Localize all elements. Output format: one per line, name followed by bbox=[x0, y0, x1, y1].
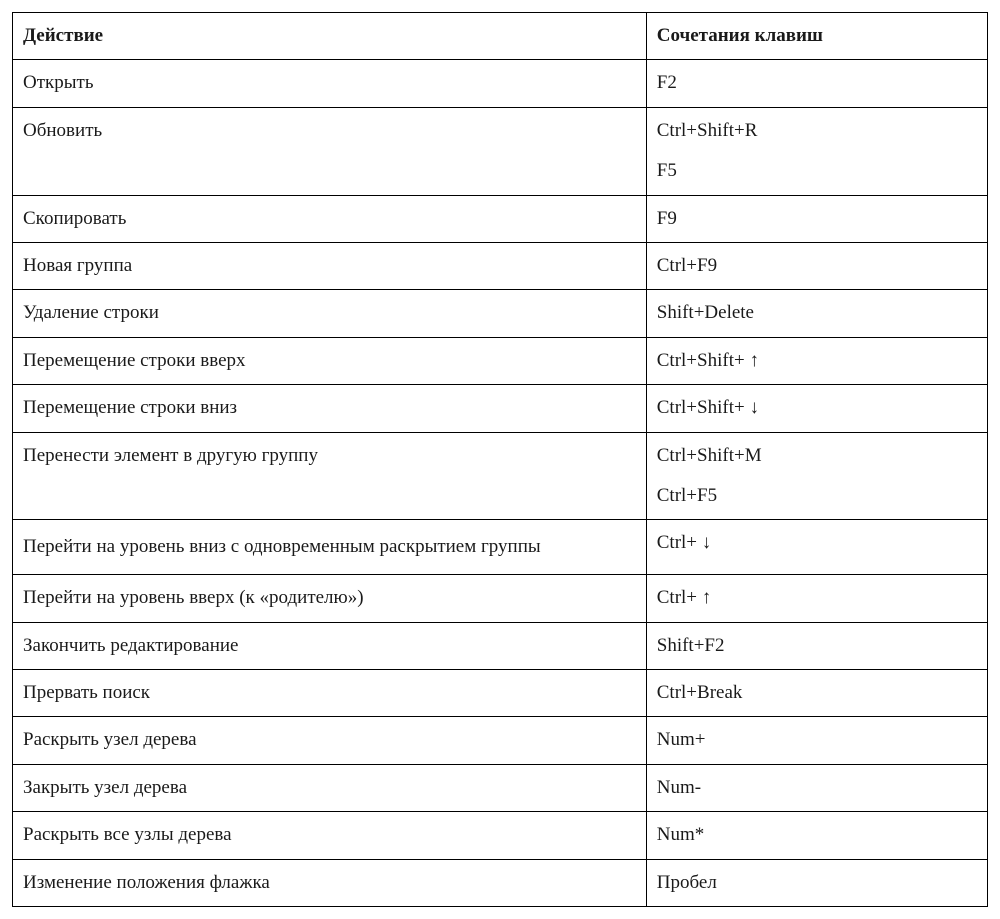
table-row: Раскрыть узел дерева Num+ bbox=[13, 717, 988, 764]
action-cell: Раскрыть все узлы дерева bbox=[13, 812, 647, 859]
shortcut-cell: Ctrl+F9 bbox=[646, 242, 987, 289]
shortcut-value: Ctrl+Shift+ ↓ bbox=[657, 393, 977, 423]
table-row: Изменение положения флажка Пробел bbox=[13, 859, 988, 906]
table-row: Перемещение строки вверх Ctrl+Shift+ ↑ bbox=[13, 337, 988, 384]
shortcut-cell: Пробел bbox=[646, 859, 987, 906]
action-cell: Скопировать bbox=[13, 195, 647, 242]
shortcut-value: Ctrl+Shift+ ↑ bbox=[657, 346, 977, 376]
table-row: Раскрыть все узлы дерева Num* bbox=[13, 812, 988, 859]
shortcut-value: F9 bbox=[657, 204, 977, 234]
table-row: Закончить редактирование Shift+F2 bbox=[13, 622, 988, 669]
column-header-shortcut: Сочетания клавиш bbox=[646, 13, 987, 60]
table-row: Скопировать F9 bbox=[13, 195, 988, 242]
table-row: Перейти на уровень вверх (к «родителю») C… bbox=[13, 575, 988, 622]
action-cell: Перемещение строки вверх bbox=[13, 337, 647, 384]
shortcut-value: Num* bbox=[657, 820, 977, 850]
shortcut-value: Shift+Delete bbox=[657, 298, 977, 328]
shortcut-value: Ctrl+Shift+M bbox=[657, 441, 977, 471]
shortcut-cell: Num- bbox=[646, 764, 987, 811]
table-row: Закрыть узел дерева Num- bbox=[13, 764, 988, 811]
shortcut-value: Shift+F2 bbox=[657, 631, 977, 661]
table-row: Новая группа Ctrl+F9 bbox=[13, 242, 988, 289]
action-cell: Раскрыть узел дерева bbox=[13, 717, 647, 764]
column-header-action: Действие bbox=[13, 13, 647, 60]
shortcut-cell: Shift+Delete bbox=[646, 290, 987, 337]
shortcut-cell: Ctrl+ ↑ bbox=[646, 575, 987, 622]
shortcut-cell: Ctrl+Shift+R F5 bbox=[646, 107, 987, 195]
shortcut-value: Ctrl+ ↓ bbox=[657, 528, 977, 558]
action-cell: Перенести элемент в другую группу bbox=[13, 432, 647, 520]
table-row: Удаление строки Shift+Delete bbox=[13, 290, 988, 337]
shortcut-cell: F2 bbox=[646, 60, 987, 107]
shortcut-cell: Num+ bbox=[646, 717, 987, 764]
table-header-row: Действие Сочетания клавиш bbox=[13, 13, 988, 60]
table-row: Открыть F2 bbox=[13, 60, 988, 107]
action-cell: Закончить редактирование bbox=[13, 622, 647, 669]
shortcut-value: Ctrl+F5 bbox=[657, 481, 977, 511]
table-row: Перемещение строки вниз Ctrl+Shift+ ↓ bbox=[13, 385, 988, 432]
shortcut-cell: Ctrl+Shift+M Ctrl+F5 bbox=[646, 432, 987, 520]
shortcut-value: Ctrl+Shift+R bbox=[657, 116, 977, 146]
shortcut-value: Ctrl+Break bbox=[657, 678, 977, 708]
shortcut-cell: F9 bbox=[646, 195, 987, 242]
shortcut-cell: Ctrl+Shift+ ↑ bbox=[646, 337, 987, 384]
table-row: Перенести элемент в другую группуCtrl+Sh… bbox=[13, 432, 988, 520]
shortcut-cell: Shift+F2 bbox=[646, 622, 987, 669]
shortcut-value: F5 bbox=[657, 156, 977, 186]
action-cell: Закрыть узел дерева bbox=[13, 764, 647, 811]
action-cell: Прервать поиск bbox=[13, 670, 647, 717]
action-cell: Перемещение строки вниз bbox=[13, 385, 647, 432]
shortcut-value: Ctrl+F9 bbox=[657, 251, 977, 281]
action-cell: Удаление строки bbox=[13, 290, 647, 337]
shortcut-value: Num- bbox=[657, 773, 977, 803]
action-cell: Перейти на уровень вниз с одновременным … bbox=[13, 520, 647, 575]
shortcut-cell: Ctrl+Break bbox=[646, 670, 987, 717]
shortcut-value: Num+ bbox=[657, 725, 977, 755]
table-row: Прервать поиск Ctrl+Break bbox=[13, 670, 988, 717]
action-cell: Обновить bbox=[13, 107, 647, 195]
shortcut-value: Ctrl+ ↑ bbox=[657, 583, 977, 613]
table-body: Открыть F2 Обновить Ctrl+Shift+R F5 Скопирова… bbox=[13, 60, 988, 907]
shortcuts-table: Действие Сочетания клавиш Открыть F2 Обнов… bbox=[12, 12, 988, 907]
shortcut-value: F2 bbox=[657, 68, 977, 98]
table-row: Обновить Ctrl+Shift+R F5 bbox=[13, 107, 988, 195]
action-cell: Открыть bbox=[13, 60, 647, 107]
action-cell: Изменение положения флажка bbox=[13, 859, 647, 906]
shortcut-cell: Ctrl+ ↓ bbox=[646, 520, 987, 575]
shortcut-cell: Ctrl+Shift+ ↓ bbox=[646, 385, 987, 432]
table-row: Перейти на уровень вниз с одновременным … bbox=[13, 520, 988, 575]
shortcut-cell: Num* bbox=[646, 812, 987, 859]
action-cell: Новая группа bbox=[13, 242, 647, 289]
shortcut-value: Пробел bbox=[657, 868, 977, 898]
action-cell: Перейти на уровень вверх (к «родителю») bbox=[13, 575, 647, 622]
